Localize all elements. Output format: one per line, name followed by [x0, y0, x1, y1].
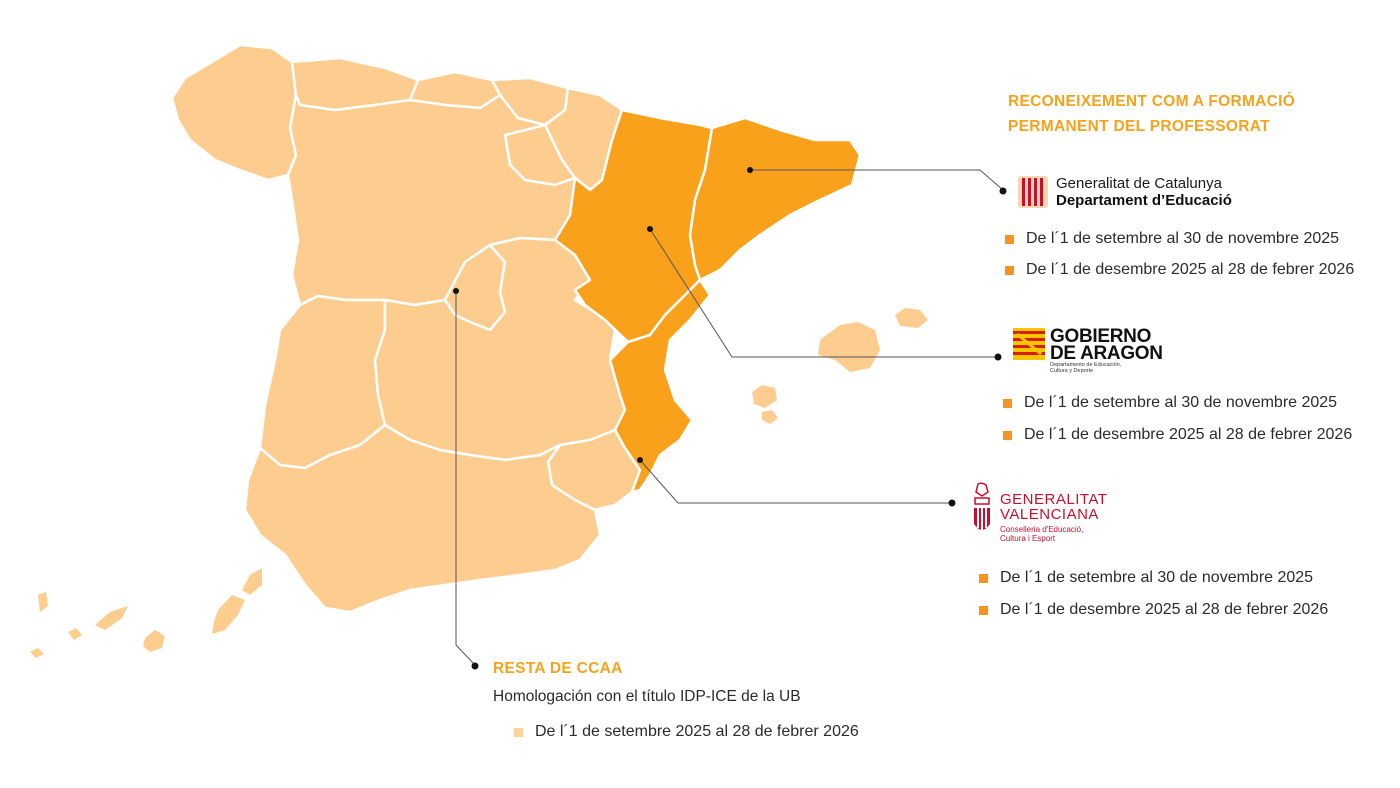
resta-item-1: De l´1 de setembre 2025 al 28 de febrer … [514, 723, 859, 741]
valenciana-logo-line1: GENERALITAT [1000, 491, 1108, 508]
island-hierro [30, 648, 44, 658]
bullet-square-icon [979, 605, 988, 615]
dot-catalunya-map [747, 167, 753, 173]
aragon-logo-sub1: Departamento de Educación, [1050, 362, 1122, 368]
island-gran-canaria [143, 630, 165, 652]
valenciana-item-2-text: De l´1 de desembre 2025 al 28 de febrer … [1000, 601, 1329, 618]
dot-aragon-label [994, 353, 1002, 361]
dot-catalunya-label [999, 187, 1007, 195]
aragon-item-2: De l´1 de desembre 2025 al 28 de febrer … [1003, 426, 1352, 444]
aragon-item-2-text: De l´1 de desembre 2025 al 28 de febrer … [1024, 426, 1353, 443]
island-fuerteventura [212, 595, 245, 634]
catalunya-logo-line1: Generalitat de Catalunya [1056, 175, 1222, 192]
dot-aragon-map [647, 226, 653, 232]
connector-lines [455, 169, 1004, 666]
catalunya-logo: Generalitat de Catalunya Departament d’E… [1018, 175, 1232, 209]
valenciana-crest-icon [974, 482, 990, 532]
region-galicia [170, 43, 298, 182]
balearic-islands [752, 308, 928, 424]
catalunya-item-2-text: De l´1 de desembre 2025 al 28 de febrer … [1026, 261, 1355, 278]
island-mallorca [818, 322, 880, 372]
connector-resta [455, 291, 476, 666]
aragon-item-1: De l´1 de setembre al 30 de novembre 202… [1003, 394, 1337, 412]
bullet-square-icon [514, 727, 523, 737]
dot-madrid-map [453, 288, 459, 294]
island-lanzarote [242, 568, 262, 595]
bullet-square-icon [1005, 234, 1014, 244]
highlight-regions [553, 108, 862, 494]
dot-valencia-label [948, 499, 956, 507]
catalunya-item-1: De l´1 de setembre al 30 de novembre 202… [1005, 230, 1339, 248]
bullet-square-icon [1005, 265, 1014, 275]
island-gomera [68, 628, 82, 640]
aragon-logo-line2: DE ARAGON [1050, 343, 1163, 364]
region-valencia [608, 278, 712, 494]
connector-dots [453, 167, 1007, 670]
catalunya-logo-line2: Departament d’Educació [1056, 192, 1232, 209]
valenciana-logo-sub1: Conselleria d'Educació, [1000, 525, 1084, 534]
bullet-square-icon [1003, 430, 1012, 440]
catalunya-item-2: De l´1 de desembre 2025 al 28 de febrer … [1005, 261, 1354, 279]
island-la-palma [38, 592, 48, 612]
valenciana-logo-sub2: Cultura i Esport [1000, 534, 1056, 543]
region-catalunya [688, 116, 862, 282]
rest-regions [170, 43, 642, 614]
aragon-logo: GOBIERNO DE ARAGON Departamento de Educa… [1013, 326, 1163, 374]
canary-islands [30, 568, 262, 658]
connector-valencia [639, 459, 952, 504]
island-tenerife [95, 606, 128, 630]
valenciana-logo-line2: VALENCIANA [1000, 506, 1099, 523]
dot-resta-label [471, 662, 479, 670]
resta-title: RESTA DE CCAA [493, 660, 623, 677]
region-andalucia [243, 423, 602, 614]
catalunya-senyera-icon [1018, 176, 1048, 208]
connector-catalunya [750, 169, 1004, 191]
valenciana-item-2: De l´1 de desembre 2025 al 28 de febrer … [979, 601, 1328, 619]
catalunya-item-1-text: De l´1 de setembre al 30 de novembre 202… [1026, 230, 1340, 247]
bullet-square-icon [1003, 398, 1012, 408]
connector-aragon [649, 228, 998, 358]
resta-item-1-text: De l´1 de setembre 2025 al 28 de febrer … [535, 723, 859, 740]
aragon-flag-icon [1013, 328, 1045, 360]
bullet-square-icon [979, 573, 988, 583]
resta-subtitle: Homologación con el título IDP-ICE de la… [493, 688, 801, 705]
heading: RECONEIXEMENT COM A FORMACIÓ PERMANENT D… [1008, 89, 1295, 139]
aragon-logo-line1: GOBIERNO [1050, 326, 1152, 347]
aragon-item-1-text: De l´1 de setembre al 30 de novembre 202… [1024, 394, 1338, 411]
island-menorca [895, 308, 928, 328]
heading-line-1: RECONEIXEMENT COM A FORMACIÓ [1008, 93, 1296, 110]
dot-valencia-map [637, 457, 643, 463]
island-formentera [762, 410, 778, 424]
island-ibiza [752, 385, 777, 408]
aragon-logo-sub2: Cultura y Deporte [1050, 368, 1094, 374]
heading-line-2: PERMANENT DEL PROFESSORAT [1008, 118, 1270, 135]
valenciana-item-1: De l´1 de setembre al 30 de novembre 202… [979, 569, 1313, 587]
valenciana-item-1-text: De l´1 de setembre al 30 de novembre 202… [1000, 569, 1314, 586]
valenciana-logo: GENERALITAT VALENCIANA Conselleria d'Edu… [970, 482, 1107, 543]
